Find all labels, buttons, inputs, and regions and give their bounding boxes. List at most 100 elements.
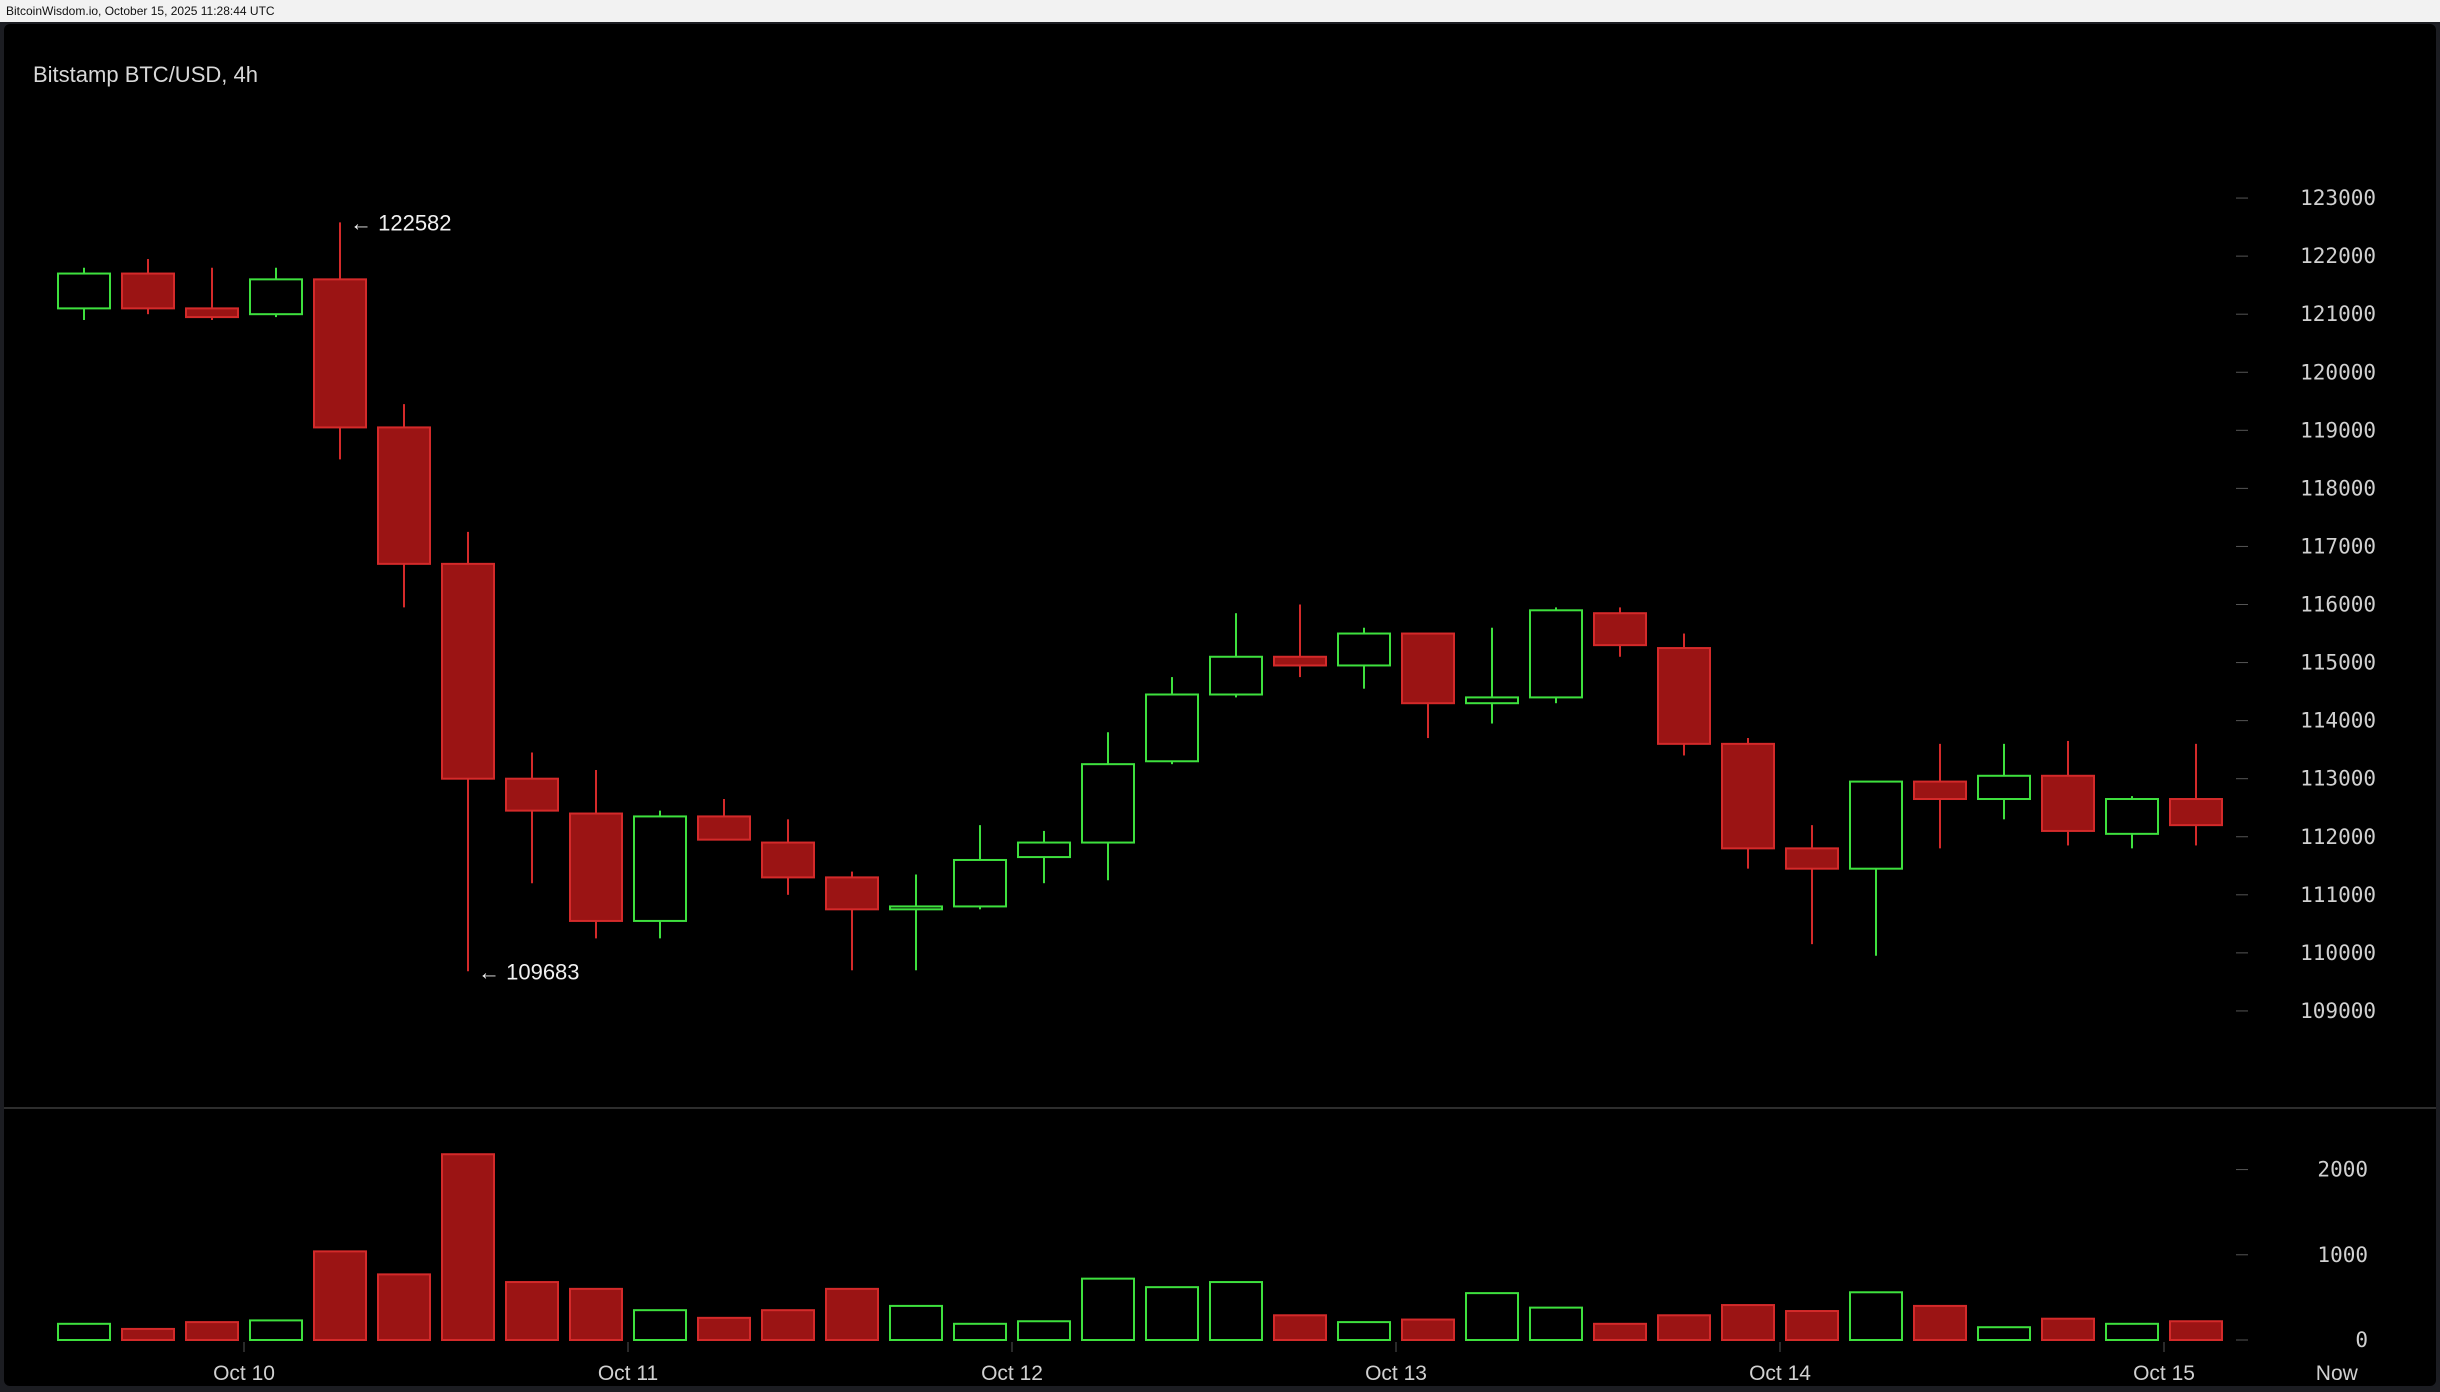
volume-bar — [57, 1322, 111, 1342]
candle-down — [121, 272, 175, 310]
price-tick-label: 121000 — [2300, 302, 2376, 326]
volume-bar — [505, 1281, 559, 1341]
volume-bar — [377, 1273, 431, 1341]
candlestick-chart[interactable]: 123000 122000 121000 120000 119000 118000 1170… — [4, 24, 2436, 1386]
volume-bar — [1145, 1286, 1199, 1341]
candle-up — [1977, 774, 2031, 801]
chart-panel[interactable]: Bitstamp BTC/USD, 4h 123000 122000 121000 1… — [4, 24, 2436, 1386]
volume-bar — [889, 1304, 943, 1342]
time-label: Oct 10 — [213, 1362, 275, 1385]
annotations: ← 122582 ← 109683 — [350, 210, 580, 984]
price-tick-label: 110000 — [2300, 941, 2376, 965]
candle-up — [889, 905, 943, 911]
candle-down — [2041, 774, 2095, 832]
price-tick-label: 115000 — [2300, 651, 2376, 675]
volume-bar — [249, 1319, 303, 1342]
candle-up — [1849, 780, 1903, 870]
candle-up — [1081, 763, 1135, 844]
candles — [57, 222, 2223, 972]
volume-bar — [569, 1287, 623, 1341]
price-tick-label: 116000 — [2300, 593, 2376, 617]
page-caption: BitcoinWisdom.io, October 15, 2025 11:28… — [0, 0, 2440, 22]
volume-bar — [1849, 1291, 1903, 1342]
volume-bar — [1273, 1314, 1327, 1342]
volume-tick-label: 0 — [2355, 1328, 2368, 1352]
axis-ticks — [4, 197, 2436, 1352]
volume-bar — [1785, 1310, 1839, 1342]
candle-down — [377, 426, 431, 565]
volume-bar — [1401, 1318, 1455, 1342]
volume-bar — [1081, 1277, 1135, 1341]
candle-down — [1721, 742, 1775, 850]
candle-up — [1465, 696, 1519, 705]
volume-bar — [1209, 1281, 1263, 1341]
candle-up — [953, 858, 1007, 908]
price-tick-label: 118000 — [2300, 476, 2376, 500]
volume-bar — [1657, 1314, 1711, 1342]
candle-down — [313, 278, 367, 429]
volume-bar — [2169, 1320, 2223, 1342]
volume-bar — [1977, 1326, 2031, 1342]
time-label: Oct 12 — [981, 1362, 1043, 1385]
candle-up — [1209, 655, 1263, 696]
volume-bar — [1529, 1306, 1583, 1342]
price-tick-label: 112000 — [2300, 825, 2376, 849]
candle-up — [249, 278, 303, 316]
chart-title: Bitstamp BTC/USD, 4h — [33, 62, 258, 87]
volume-bar — [121, 1327, 175, 1342]
price-tick-label: 113000 — [2300, 767, 2376, 791]
price-tick-label: 122000 — [2300, 244, 2376, 268]
time-label: Oct 13 — [1365, 1362, 1427, 1385]
time-label: Oct 14 — [1749, 1362, 1811, 1385]
time-label: Oct 15 — [2133, 1362, 2195, 1385]
candle-down — [1401, 632, 1455, 705]
candle-up — [57, 272, 111, 310]
candle-down — [1657, 647, 1711, 745]
candle-up — [1145, 693, 1199, 763]
price-tick-label: 123000 — [2300, 186, 2376, 210]
candle-down — [569, 812, 623, 922]
volume-bar — [1465, 1292, 1519, 1342]
candle-down — [825, 876, 879, 911]
volume-bar — [953, 1322, 1007, 1342]
volume-bar — [633, 1309, 687, 1342]
volume-bar — [1721, 1304, 1775, 1342]
volume-bar — [441, 1153, 495, 1341]
candle-down — [1273, 655, 1327, 667]
price-tick-label: 109000 — [2300, 999, 2376, 1023]
volume-bar — [1017, 1320, 1071, 1342]
time-label: Now — [2316, 1362, 2359, 1385]
price-tick-label: 117000 — [2300, 534, 2376, 558]
candle-down — [505, 777, 559, 812]
candle-up — [1337, 632, 1391, 667]
volume-tick-label: 2000 — [2317, 1158, 2368, 1182]
candle-up — [633, 815, 687, 922]
volume-bar — [1913, 1304, 1967, 1342]
price-tick-label: 114000 — [2300, 709, 2376, 733]
candle-down — [1593, 612, 1647, 647]
price-tick-label: 111000 — [2300, 883, 2376, 907]
volume-tick-label: 1000 — [2317, 1243, 2368, 1267]
candle-down — [1785, 847, 1839, 870]
volume-bar — [1337, 1321, 1391, 1342]
volume-bars — [57, 1153, 2223, 1342]
volume-bar — [2105, 1322, 2159, 1342]
volume-bar — [825, 1287, 879, 1341]
axis-labels: 123000 122000 121000 120000 119000 118000 1170… — [213, 186, 2376, 1385]
candle-up — [1017, 841, 1071, 859]
volume-bar — [185, 1321, 239, 1342]
candle-down — [2169, 798, 2223, 827]
low-annotation: ← 109683 — [478, 959, 580, 984]
volume-bar — [2041, 1317, 2095, 1342]
candle-up — [1529, 609, 1583, 699]
candle-down — [1913, 780, 1967, 801]
high-annotation: ← 122582 — [350, 210, 452, 235]
candle-down — [761, 841, 815, 879]
volume-bar — [761, 1309, 815, 1342]
price-tick-label: 120000 — [2300, 360, 2376, 384]
volume-bar — [1593, 1322, 1647, 1342]
candle-up — [2105, 798, 2159, 835]
volume-bar — [697, 1316, 751, 1342]
candle-down — [697, 815, 751, 841]
price-tick-label: 119000 — [2300, 418, 2376, 442]
